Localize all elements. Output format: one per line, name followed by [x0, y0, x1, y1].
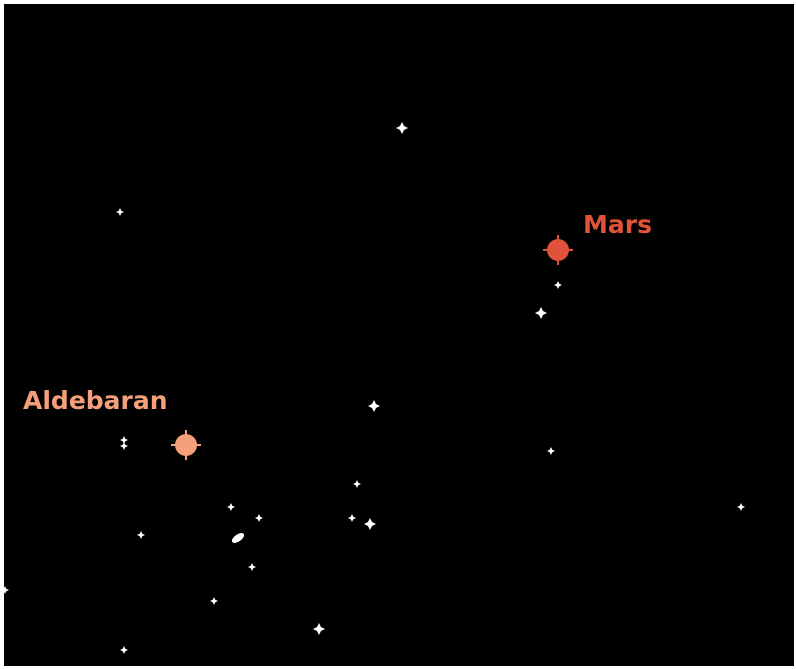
- sky-chart: Mars Aldebaran: [0, 0, 796, 669]
- page: Mars Aldebaran (() => { const data = JSO…: [0, 0, 796, 669]
- planet-label: Mars: [583, 210, 652, 239]
- sky-background: [4, 4, 794, 666]
- star-label: Aldebaran: [23, 386, 168, 415]
